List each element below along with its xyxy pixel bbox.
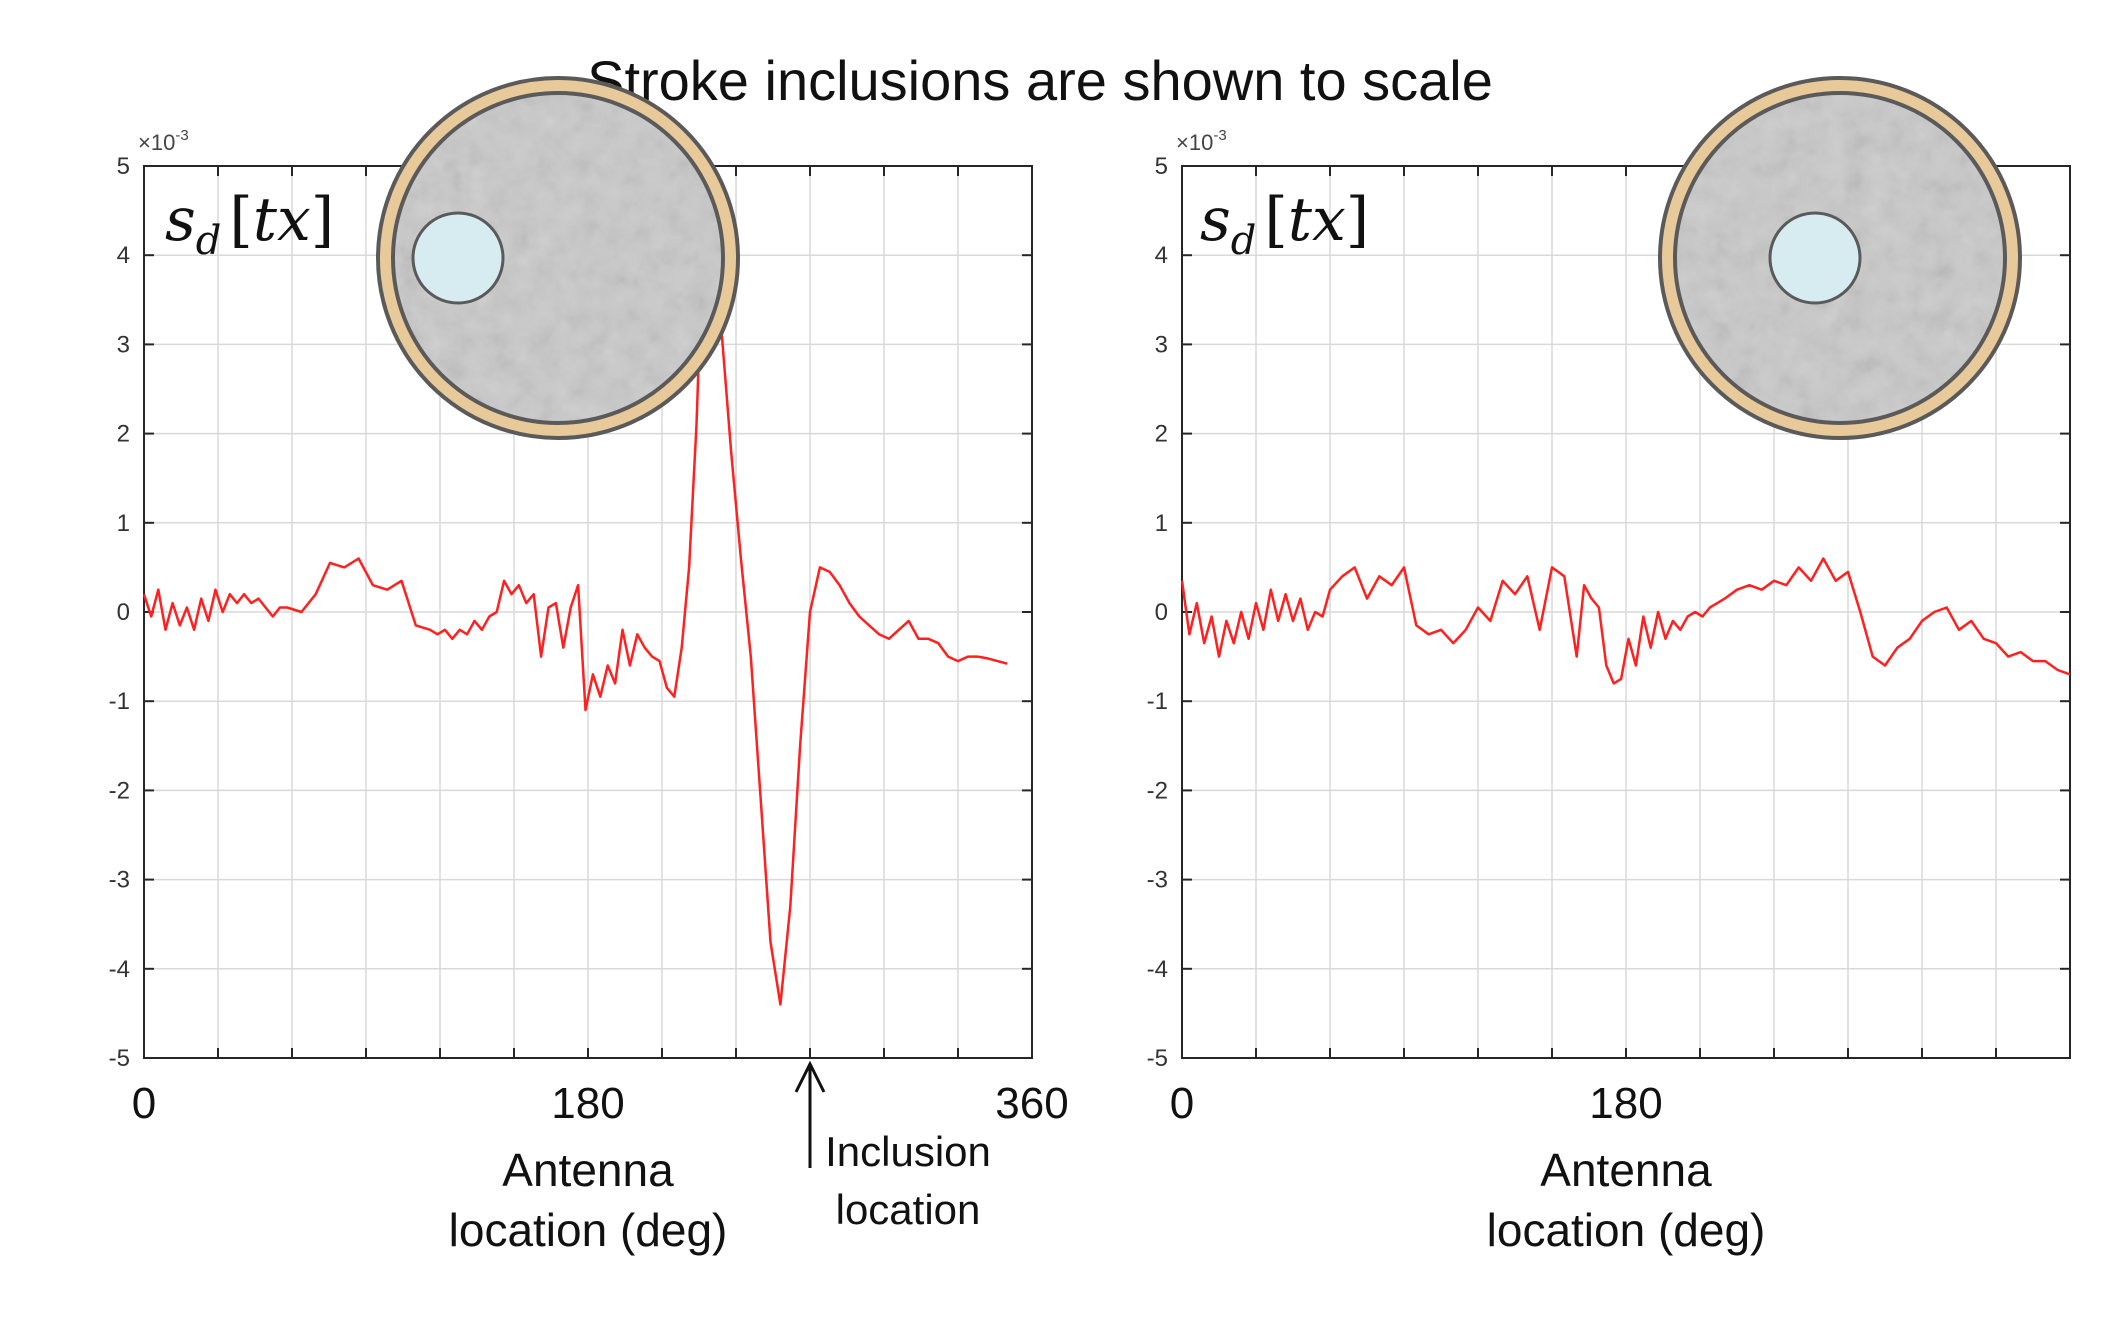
y-tick-label: 0 [117, 599, 130, 626]
y-tick-label: -3 [109, 867, 130, 894]
x-tick-label: 0 [1170, 1079, 1194, 1128]
series-layer [1180, 557, 2071, 685]
y-tick-label: -4 [1147, 956, 1168, 983]
y-tick-label: 4 [1155, 242, 1168, 269]
signal-subscript: d [1231, 218, 1257, 264]
phantom-diagram [376, 76, 740, 440]
signal-symbol: s [1200, 185, 1231, 255]
y-tick-label: 3 [1155, 331, 1168, 358]
phantom-diagram [1658, 76, 2022, 440]
y-tick-label: 1 [117, 510, 130, 537]
y-tick-label: -2 [109, 777, 130, 804]
axis-layer: 5 4 3 2 1 0 -1 -2 -3 -4 -5 ×10-3 0 180 360 Antenna locat… [109, 127, 1069, 1256]
y-multiplier-exponent: -3 [175, 127, 188, 144]
y-tick-label: 3 [117, 331, 130, 358]
series-layer [142, 0, 1028, 1006]
signal-label: sd [tx] [165, 185, 334, 264]
y-tick-label: 1 [1155, 510, 1168, 537]
x-tick-label: 0 [132, 1079, 156, 1128]
annotation-line1: Inclusion [825, 1128, 991, 1175]
x-tick-label: 180 [551, 1079, 624, 1128]
y-tick-label: -5 [1147, 1045, 1168, 1072]
x-axis-label-line2: location (deg) [449, 1204, 728, 1256]
y-tick-label: -5 [109, 1045, 130, 1072]
stroke-inclusion [411, 211, 505, 305]
signal-bracket-open: [ [1264, 185, 1287, 255]
y-tick-label: -1 [1147, 688, 1168, 715]
y-tick-label: -4 [109, 956, 130, 983]
signal-subscript: d [196, 218, 222, 264]
annotation-arrow-head [794, 1060, 826, 1093]
stroke-inclusion [1768, 211, 1862, 305]
phantom-texture [395, 95, 721, 421]
signal-argument: tx [1288, 185, 1346, 255]
y-tick-label: 2 [1155, 421, 1168, 448]
y-tick-label: -2 [1147, 777, 1168, 804]
y-tick-label: -3 [1147, 867, 1168, 894]
y-tick-label: 5 [117, 153, 130, 180]
x-axis-label-line1: Antenna [502, 1144, 674, 1196]
signal-label-text: sd [tx] [1200, 185, 1369, 264]
y-multiplier: ×10-3 [1176, 127, 1227, 155]
signal-symbol: s [165, 185, 196, 255]
axis-layer: 5 4 3 2 1 0 -1 -2 -3 -4 -5 ×10-3 0 180 Antenna location… [1147, 127, 2071, 1256]
y-multiplier: ×10-3 [138, 127, 189, 155]
x-axis-label-line1: Antenna [1540, 1144, 1712, 1196]
signal-argument: tx [253, 185, 311, 255]
signal-bracket-close: ] [1346, 185, 1369, 255]
x-tick-label: 180 [1589, 1079, 1662, 1128]
annotation-line2: location [836, 1186, 981, 1233]
left-chart: 5 4 3 2 1 0 -1 -2 -3 -4 -5 ×10-3 0 180 360 Antenna locat… [109, 0, 1069, 1256]
y-tick-label: 2 [117, 421, 130, 448]
signal-bracket-close: ] [311, 185, 334, 255]
x-tick-label: 360 [995, 1079, 1068, 1128]
y-tick-label: -1 [109, 688, 130, 715]
right-chart: 5 4 3 2 1 0 -1 -2 -3 -4 -5 ×10-3 0 180 Antenna location… [1147, 76, 2071, 1256]
annotation-layer: Inclusion location [794, 1060, 991, 1233]
figure-title: Stroke inclusions are shown to scale [587, 49, 1493, 112]
signal-label-text: sd [tx] [165, 185, 334, 264]
y-multiplier-exponent: -3 [1213, 127, 1226, 144]
y-tick-label: 0 [1155, 599, 1168, 626]
x-axis-label-line2: location (deg) [1487, 1204, 1766, 1256]
y-tick-label: 4 [117, 242, 130, 269]
signal-bracket-open: [ [229, 185, 252, 255]
y-tick-label: 5 [1155, 153, 1168, 180]
signal-label: sd [tx] [1200, 185, 1369, 264]
